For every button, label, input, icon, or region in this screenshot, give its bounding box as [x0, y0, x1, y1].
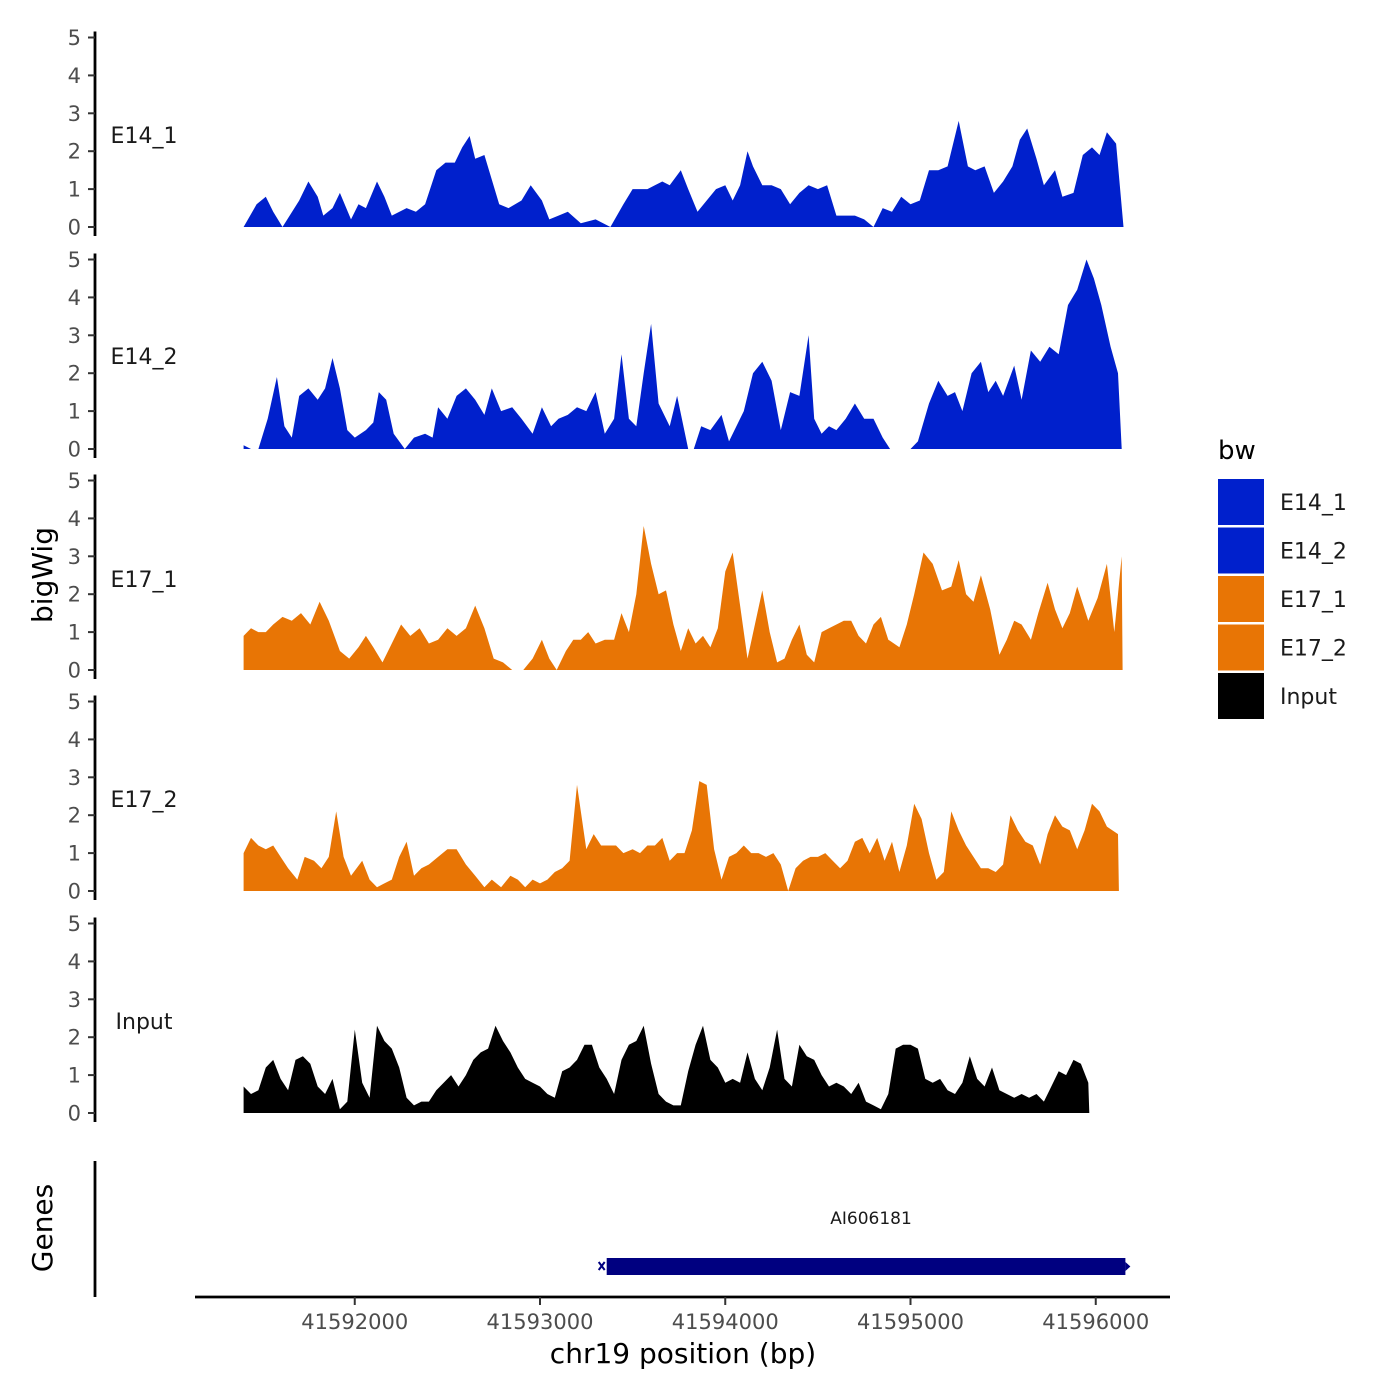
y-tick-label-e14-1-0: 0	[68, 216, 81, 240]
legend-key-e17-1	[1218, 576, 1264, 622]
legend-entry-e17-1: E17_1	[1218, 576, 1347, 622]
track-label-e14-1: E14_1	[111, 124, 178, 149]
y-tick-label-input-1: 1	[68, 1064, 81, 1088]
gene-track-title: Genes	[26, 1184, 59, 1272]
legend-label-e17-1: E17_1	[1280, 588, 1347, 613]
area-e14-2	[243, 259, 1122, 449]
legend-entry-input: Input	[1218, 673, 1337, 719]
y-tick-label-e14-1-3: 3	[68, 102, 81, 126]
track-e17-2: 0 1 2 3 4 5 E17_2	[68, 690, 1119, 904]
y-tick-label-input-3: 3	[68, 988, 81, 1012]
y-tick-label-input-5: 5	[68, 912, 81, 936]
track-label-e14-2: E14_2	[111, 345, 178, 370]
y-tick-label-e17-1-1: 1	[68, 621, 81, 645]
y-tick-label-e14-1-4: 4	[68, 64, 81, 88]
y-tick-label-e17-2-2: 2	[68, 804, 81, 828]
legend-key-e14-2	[1218, 527, 1264, 574]
y-tick-label-input-4: 4	[68, 950, 81, 974]
track-label-e17-1: E17_1	[111, 568, 178, 593]
y-tick-label-e17-2-3: 3	[68, 766, 81, 790]
y-tick-label-e14-2-2: 2	[68, 362, 81, 386]
legend-entry-e17-2: E17_2	[1218, 624, 1347, 671]
y-tick-label-e17-2-1: 1	[68, 842, 81, 866]
track-e14-2: 0 1 2 3 4 5 E14_2	[68, 248, 1122, 462]
legend-key-e14-1	[1218, 479, 1264, 525]
y-tick-label-e17-2-5: 5	[68, 690, 81, 714]
legend-key-input	[1218, 673, 1264, 719]
legend-entry-e14-1: E14_1	[1218, 479, 1347, 525]
y-tick-label-e17-1-4: 4	[68, 507, 81, 531]
area-e14-1	[243, 120, 1124, 227]
y-tick-label-input-2: 2	[68, 1026, 81, 1050]
y-tick-label-e14-1-2: 2	[68, 140, 81, 164]
y-tick-label-e17-2-4: 4	[68, 728, 81, 752]
legend-entry-e14-2: E14_2	[1218, 527, 1347, 574]
legend: bw E14_1 E14_2 E17_1 E17_2 Input	[1218, 436, 1347, 719]
x-tick-label-41595000: 41595000	[857, 1310, 964, 1334]
track-e14-1: 0 1 2 3 4 5 E14_1	[68, 26, 1124, 240]
gene-body-ai606181	[606, 1258, 1126, 1275]
y-tick-label-e14-2-3: 3	[68, 324, 81, 348]
x-axis-title: chr19 position (bp)	[550, 1337, 816, 1370]
gene-track: AI606181	[93, 1161, 1131, 1297]
coverage-tracks: 0 1 2 3 4 5 E14_1 0 1 2 3 4 5 E14_2 0 1 2 3 4 5 E17_1 0 1 2 3 4 5 E…	[68, 26, 1124, 1126]
track-input: 0 1 2 3 4 5 Input	[68, 912, 1090, 1126]
y-tick-label-e17-1-0: 0	[68, 659, 81, 683]
y-tick-label-e14-1-5: 5	[68, 26, 81, 50]
x-tick-label-41593000: 41593000	[487, 1310, 594, 1334]
area-input	[243, 1025, 1090, 1113]
legend-key-e17-2	[1218, 624, 1264, 671]
y-tick-label-e14-2-4: 4	[68, 286, 81, 310]
track-label-e17-2: E17_2	[111, 788, 178, 813]
x-axis: 41592000 41593000 41594000 41595000 41596000	[195, 1295, 1170, 1334]
gene-strand-arrow-icon	[1125, 1262, 1131, 1271]
y-tick-label-e17-1-2: 2	[68, 583, 81, 607]
legend-label-input: Input	[1280, 685, 1337, 710]
y-tick-label-input-0: 0	[68, 1102, 81, 1126]
gene-label-ai606181: AI606181	[830, 1209, 912, 1229]
y-tick-label-e14-2-0: 0	[68, 438, 81, 462]
y-tick-label-e17-1-3: 3	[68, 545, 81, 569]
x-tick-label-41596000: 41596000	[1042, 1310, 1149, 1334]
legend-label-e14-2: E14_2	[1280, 540, 1347, 565]
gene-ai606181: AI606181	[597, 1209, 1131, 1275]
y-tick-label-e14-2-5: 5	[68, 248, 81, 272]
track-label-input: Input	[116, 1010, 173, 1035]
y-axis-title: bigWig	[26, 527, 59, 623]
legend-label-e17-2: E17_2	[1280, 637, 1347, 662]
area-e17-2	[243, 781, 1119, 891]
legend-label-e14-1: E14_1	[1280, 491, 1347, 516]
y-tick-label-e17-2-0: 0	[68, 880, 81, 904]
y-tick-label-e14-2-1: 1	[68, 400, 81, 424]
y-tick-label-e17-1-5: 5	[68, 469, 81, 493]
y-tick-label-e14-1-1: 1	[68, 178, 81, 202]
legend-title: bw	[1218, 436, 1256, 466]
gene-start-marker-icon	[597, 1261, 606, 1271]
x-tick-label-41592000: 41592000	[301, 1310, 408, 1334]
x-tick-label-41594000: 41594000	[672, 1310, 779, 1334]
area-e17-1	[243, 526, 1123, 670]
track-e17-1: 0 1 2 3 4 5 E17_1	[68, 469, 1123, 683]
